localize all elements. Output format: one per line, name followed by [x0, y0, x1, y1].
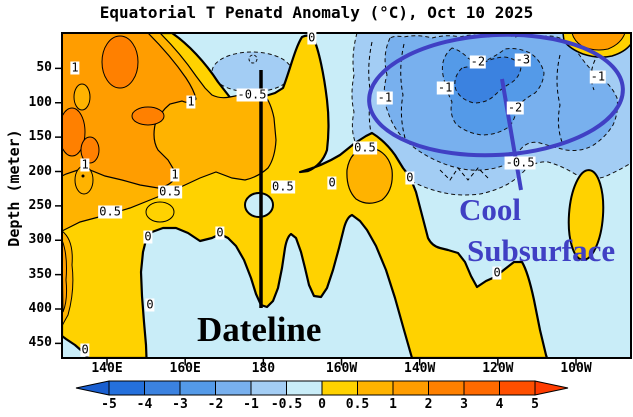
lon-tick-label: 140W — [404, 361, 436, 376]
depth-tick-label: 350 — [28, 266, 52, 282]
warm-strip-left-core — [62, 239, 68, 313]
warm-core-p15 — [101, 35, 139, 89]
dashed-contour — [439, 167, 489, 181]
colorbar-tick-label: -2 — [207, 397, 224, 412]
colorbar-segment — [215, 380, 252, 396]
colorbar-segment — [286, 380, 323, 396]
contour-label: -2 — [506, 100, 524, 115]
colorbar-segment — [144, 380, 181, 396]
colorbar-segment — [392, 380, 429, 396]
dashed-contour — [556, 54, 563, 143]
colorbar-tick-label: 4 — [495, 397, 504, 412]
contour-label: -2 — [469, 54, 487, 69]
warm-core-p15 — [62, 107, 86, 157]
warm-core-mid — [346, 146, 393, 204]
warm-core-p15 — [80, 136, 100, 164]
colorbar-tick-label: -5 — [101, 397, 117, 412]
colorbar-left-arrow — [75, 380, 110, 396]
colorbar-right-arrow — [534, 380, 569, 396]
colorbar-tick-label: -4 — [136, 397, 153, 412]
lon-tick-label: 120W — [482, 361, 514, 376]
contour-label: -1 — [436, 80, 454, 95]
depth-tick-label: 200 — [28, 163, 52, 179]
dateline-label: Dateline — [197, 310, 322, 349]
contour-label: -3 — [514, 52, 532, 67]
colorbar-segment — [250, 380, 287, 396]
axis-ticks — [55, 67, 577, 366]
colorbar-tick-label: 3 — [460, 397, 468, 412]
highlight-ellipse — [367, 33, 625, 158]
contour-label: 0 — [327, 175, 337, 190]
contour-label: 0.5 — [271, 179, 295, 194]
colorbar-tick-label: -3 — [172, 397, 188, 412]
contour-label: 1 — [186, 94, 196, 109]
colorbar-segment — [357, 380, 394, 396]
cool-subsurface-line1: Cool — [459, 192, 521, 227]
depth-tick-label: 50 — [36, 60, 52, 76]
contour-label: 0 — [80, 342, 90, 357]
chart-title: Equatorial T Penatd Anomaly (°C), Oct 10… — [99, 3, 534, 22]
colorbar-tick-label: -1 — [243, 397, 259, 412]
contour-label: 0.5 — [158, 184, 182, 199]
depth-tick-label: 250 — [28, 197, 52, 213]
depth-tick-label: 400 — [28, 301, 52, 316]
plot-frame — [61, 32, 632, 359]
colorbar-tick-label: 5 — [531, 397, 539, 412]
contour-label: 0.5 — [98, 204, 122, 219]
lon-tick-label: 160E — [169, 361, 201, 376]
depth-tick-label: 100 — [28, 94, 52, 110]
cool-subsurface-label: Cool Subsurface — [459, 189, 615, 271]
colorbar-segment — [321, 380, 358, 396]
contour-label: 1 — [70, 60, 80, 75]
contour-label: -0.5 — [504, 155, 536, 170]
contour-label: 0 — [307, 30, 317, 45]
pointer-line — [500, 78, 523, 191]
lon-tick-label: 140E — [91, 361, 123, 376]
contour-label: 0 — [405, 170, 415, 185]
contour-label: -1 — [376, 90, 394, 105]
warm-blob-east — [567, 169, 605, 261]
contour-label: 1 — [80, 157, 90, 172]
cool-patch-core — [248, 54, 258, 64]
contour-label: 0 — [145, 297, 155, 312]
colorbar-segment — [179, 380, 216, 396]
warm-local-min — [145, 201, 175, 223]
lon-tick-label: 100W — [560, 361, 592, 376]
contour-dot — [81, 174, 85, 178]
colorbar-tick-label: 0 — [318, 397, 326, 412]
colorbar-tick-label: 1 — [389, 397, 397, 412]
contour-label: 0 — [492, 265, 502, 280]
contour-label: -1 — [589, 69, 607, 84]
colorbar-tick-label: 2 — [424, 397, 433, 412]
cool-hole — [244, 192, 274, 218]
cool-subsurface-line2: Subsurface — [467, 233, 616, 268]
colorbar-segment — [108, 380, 145, 396]
warm-core-p15 — [131, 106, 165, 126]
colorbar-tick-label: -0.5 — [270, 397, 303, 412]
contour-label: 1 — [170, 167, 180, 182]
contour-label: 0 — [215, 225, 225, 240]
warm-local-min — [73, 83, 91, 111]
dashed-contour — [368, 41, 373, 139]
lon-tick-label: 180 — [251, 361, 276, 376]
colorbar — [75, 380, 569, 396]
contour-label: 0.5 — [353, 140, 377, 155]
contour-label: 0 — [143, 229, 153, 244]
colorbar-segment — [499, 380, 536, 396]
contour-label: -0.5 — [236, 87, 268, 102]
colorbar-tick-label: 0.5 — [345, 397, 370, 412]
depth-tick-label: 450 — [28, 335, 52, 351]
colorbar-segment — [428, 380, 465, 396]
depth-tick-label: 300 — [28, 232, 52, 248]
colorbar-segment — [463, 380, 500, 396]
cool-patch-dateline — [211, 51, 293, 93]
depth-tick-label: 150 — [28, 129, 52, 145]
surface-warm-east-core — [571, 33, 626, 51]
lon-tick-label: 160W — [325, 361, 358, 376]
